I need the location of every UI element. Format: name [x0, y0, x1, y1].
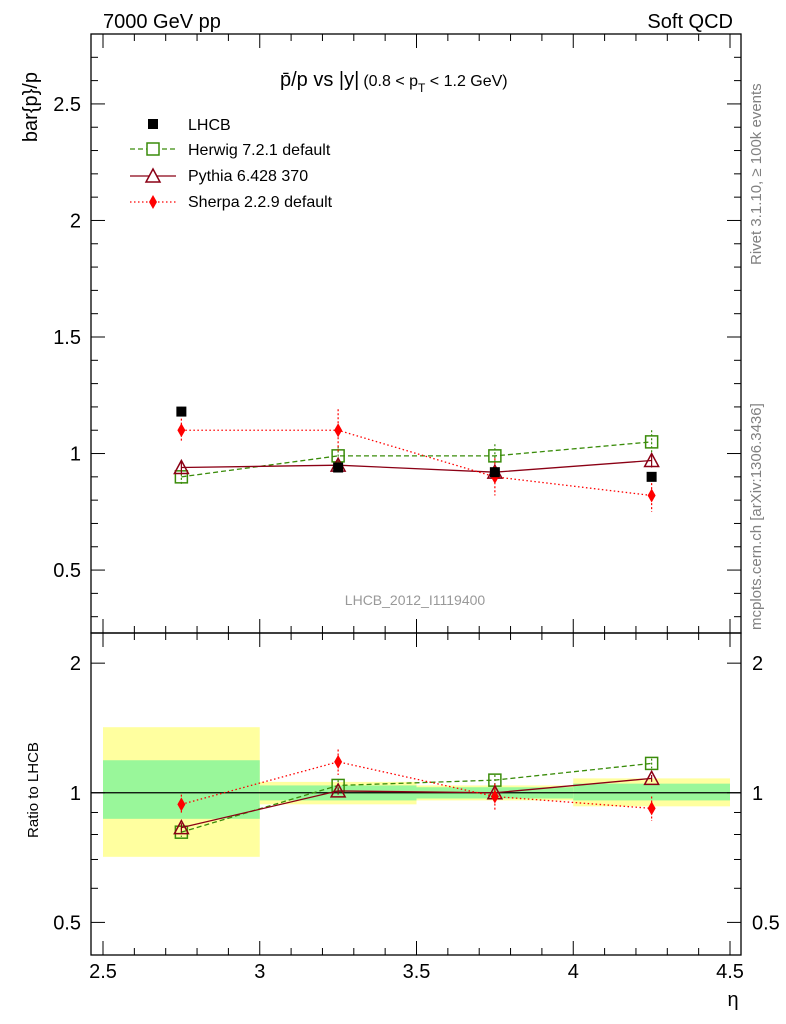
- main-point-pythia: [173, 458, 190, 475]
- main-point-sherpa: [647, 488, 656, 503]
- legend-marker-lhcb: [148, 119, 158, 129]
- main-ylabel: bar{p}/p: [20, 72, 42, 142]
- x-tick-label: 4: [568, 961, 579, 983]
- ratio-panel: 2.5 3 3.5 4 4.5 0.5 0.5 1 1 2 2: [53, 632, 780, 983]
- ratio-ylabel: Ratio to LHCB: [25, 742, 42, 838]
- main-series-line-herwig: [181, 441, 652, 478]
- main-y-tick-label: 2.5: [53, 94, 81, 116]
- x-axis-label: η: [727, 989, 738, 1011]
- legend-marker-sherpa: [149, 195, 157, 209]
- main-point-sherpa: [334, 423, 343, 438]
- main-y-tick-label: 1: [70, 444, 81, 466]
- legend-marker-herwig: [146, 142, 160, 156]
- mcplots-label: mcplots.cern.ch [arXiv:1306.3436]: [748, 403, 765, 630]
- main-y-tick-label: 2: [70, 210, 81, 232]
- x-tick-label: 4.5: [716, 961, 744, 983]
- legend: LHCB Herwig 7.2.1 default Pythia 6.428 3…: [130, 117, 333, 211]
- ratio-y-tick-label: 2: [70, 653, 81, 675]
- ratio-y-tick-label-right: 1: [752, 783, 763, 805]
- ratio-point-sherpa: [334, 754, 343, 769]
- main-series-line-sherpa: [181, 429, 652, 497]
- rivet-label: Rivet 3.1.10, ≥ 100k events: [748, 83, 765, 265]
- main-y-tick-label: 0.5: [53, 560, 81, 582]
- plot-title-main: p̄/p vs |y|: [280, 69, 359, 91]
- ratio-point-pythia: [643, 769, 660, 786]
- main-point-pythia: [643, 451, 660, 468]
- legend-marker-pythia: [144, 167, 162, 183]
- x-tick-label: 3.5: [403, 961, 431, 983]
- header-left: 7000 GeV pp: [103, 11, 221, 33]
- ratio-point-herwig: [644, 756, 659, 771]
- ratio-band-green-3: [573, 783, 730, 801]
- x-tick-label: 2.5: [89, 961, 117, 983]
- ratio-point-sherpa: [490, 789, 499, 804]
- ratio-point-sherpa: [177, 797, 186, 812]
- main-point-herwig: [488, 449, 502, 463]
- ratio-point-pythia: [329, 782, 347, 798]
- plot-title-sub-index: T: [418, 81, 426, 95]
- ratio-series-line-sherpa: [181, 761, 652, 810]
- ratio-point-pythia: [173, 819, 190, 835]
- ratio-point-sherpa: [647, 801, 656, 816]
- plot-title-sub: (0.8 < p: [363, 73, 418, 90]
- main-point-lhcb: [176, 406, 187, 417]
- main-y-tick-label: 1.5: [53, 327, 81, 349]
- ratio-y-tick-label: 0.5: [53, 912, 81, 934]
- main-point-sherpa: [177, 423, 186, 438]
- main-series-line-pythia: [181, 459, 652, 473]
- ratio-y-tick-label-right: 2: [752, 653, 763, 675]
- legend-label-lhcb: LHCB: [188, 117, 231, 134]
- main-point-lhcb: [646, 471, 657, 482]
- analysis-watermark: LHCB_2012_I1119400: [345, 592, 486, 608]
- legend-label-herwig: Herwig 7.2.1 default: [188, 142, 331, 159]
- plot-title: p̄/p vs |y| (0.8 < pT < 1.2 GeV): [280, 69, 508, 95]
- legend-label-sherpa: Sherpa 2.2.9 default: [188, 194, 333, 211]
- main-point-lhcb: [489, 467, 500, 478]
- legend-label-pythia: Pythia 6.428 370: [188, 168, 308, 185]
- plot-title-sub-end: < 1.2 GeV): [425, 73, 507, 90]
- ratio-y-tick-label: 1: [70, 783, 81, 805]
- main-point-lhcb: [333, 462, 344, 473]
- header-right: Soft QCD: [647, 11, 733, 33]
- main-point-herwig: [644, 435, 659, 449]
- x-tick-label: 3: [254, 961, 265, 983]
- ratio-y-tick-label-right: 0.5: [752, 912, 780, 934]
- ratio-series-line-pythia: [181, 777, 652, 829]
